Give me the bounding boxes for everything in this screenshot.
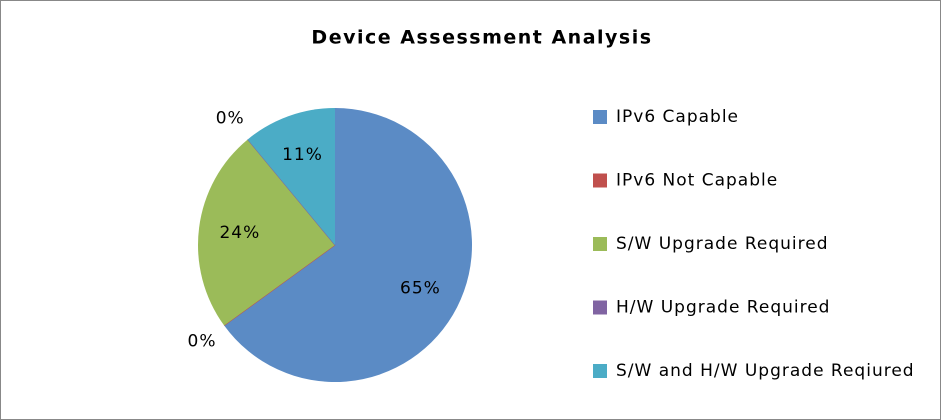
data-label: 0%	[216, 108, 245, 128]
legend-label: S/W Upgrade Required	[616, 234, 828, 254]
pie-slice	[223, 244, 336, 326]
pie-slice	[224, 108, 472, 382]
legend-label: IPv6 Capable	[616, 107, 739, 127]
chart-title: Device Assessment Analysis	[311, 27, 652, 49]
pie-slice	[197, 139, 335, 326]
legend-label: H/W Upgrade Required	[616, 298, 830, 318]
legend-swatch	[593, 237, 607, 251]
data-label: 11%	[282, 145, 323, 165]
pie-slice	[247, 108, 335, 245]
legend-swatch	[593, 300, 607, 315]
data-label: 0%	[188, 332, 217, 352]
data-label: 65%	[400, 279, 441, 299]
legend-swatch	[593, 364, 607, 378]
legend-label: IPv6 Not Capable	[616, 171, 778, 191]
legend-label: S/W and H/W Upgrade Reqiured	[616, 361, 915, 381]
data-label: 24%	[219, 223, 260, 243]
pie-slice	[247, 139, 336, 246]
legend-swatch	[593, 173, 607, 188]
legend-swatch	[593, 110, 607, 124]
